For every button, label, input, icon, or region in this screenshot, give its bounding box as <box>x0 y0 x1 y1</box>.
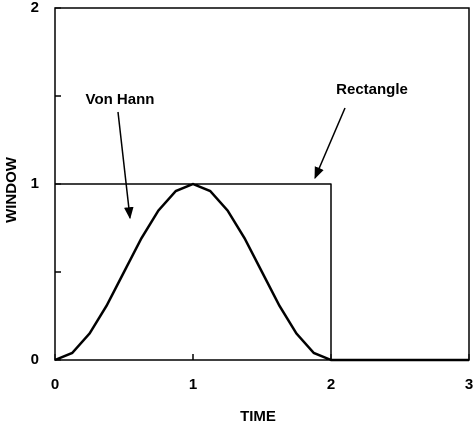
annotation-arrow <box>314 107 346 180</box>
series-line <box>55 183 332 360</box>
y-axis-label: WINDOW <box>3 156 20 223</box>
x-tick-label: 0 <box>51 376 59 393</box>
y-tick-label: 2 <box>31 0 39 16</box>
annotation-arrow <box>117 111 134 220</box>
y-tick-label: 0 <box>31 351 39 368</box>
series-annotation: Von Hann <box>86 91 155 108</box>
x-tick-label: 1 <box>189 376 197 393</box>
series-line <box>54 182 469 362</box>
y-tick-label: 1 <box>31 175 39 192</box>
x-tick-label: 3 <box>465 376 473 393</box>
series-annotation: Rectangle <box>336 81 408 98</box>
x-tick-label: 2 <box>327 376 335 393</box>
x-axis-label: TIME <box>240 408 276 425</box>
